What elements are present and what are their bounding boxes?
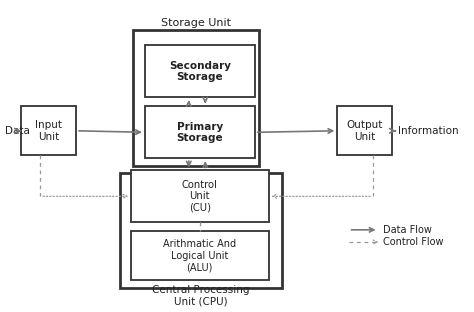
Text: Control Flow: Control Flow <box>383 237 444 247</box>
Bar <box>119 173 282 288</box>
Bar <box>131 170 268 222</box>
Text: Input
Unit: Input Unit <box>35 120 62 142</box>
Bar <box>133 30 259 166</box>
Bar <box>21 106 76 155</box>
Text: Secondary
Storage: Secondary Storage <box>169 61 231 82</box>
Text: Data: Data <box>5 126 30 136</box>
Text: Arithmatic And
Logical Unit
(ALU): Arithmatic And Logical Unit (ALU) <box>163 239 237 272</box>
Text: Storage Unit: Storage Unit <box>161 17 231 27</box>
Bar <box>131 232 268 280</box>
Text: Central Processing
Unit (CPU): Central Processing Unit (CPU) <box>152 285 250 307</box>
Text: Primary
Storage: Primary Storage <box>176 121 223 143</box>
Text: Data Flow: Data Flow <box>383 225 432 235</box>
Bar <box>337 106 392 155</box>
Text: Control
Unit
(CU): Control Unit (CU) <box>182 180 218 213</box>
Text: Information: Information <box>398 126 459 136</box>
Text: Output
Unit: Output Unit <box>346 120 383 142</box>
Bar <box>145 46 255 97</box>
Bar <box>145 106 255 158</box>
